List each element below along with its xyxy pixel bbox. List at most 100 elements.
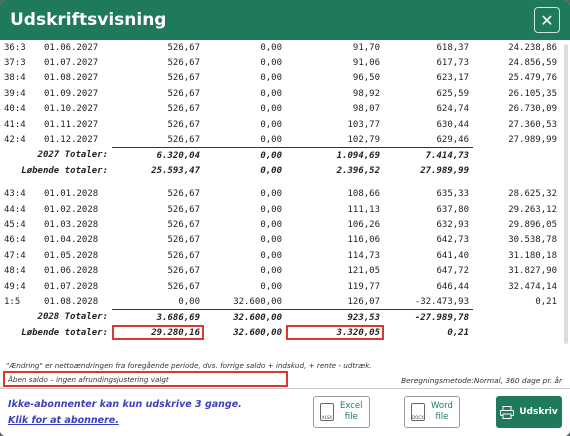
table-cell: 526,67	[167, 73, 200, 84]
table-cell: 0,00	[260, 104, 282, 115]
table-cell: 119,77	[347, 281, 380, 292]
totals-cell: 27.989,99	[420, 165, 469, 176]
table-cell: 98,92	[352, 88, 380, 99]
report-body: 36:3 01.06.2027 526,67 0,00 91,70 618,37 24.23…	[0, 40, 570, 390]
table-cell: 526,67	[167, 281, 200, 292]
table-row: 49:4 01.07.2028 526,67 0,00 119,77 646,44 32.4…	[0, 279, 561, 294]
table-cell: 01.07.2028	[44, 281, 99, 292]
table-cell: 526,67	[167, 219, 200, 230]
scrollbar[interactable]	[564, 44, 568, 344]
word-export-button[interactable]: DOCX Word file	[404, 396, 460, 428]
table-cell: 526,67	[167, 204, 200, 215]
table-cell: 526,67	[167, 250, 200, 261]
excel-export-button[interactable]: XLSX Excel file	[313, 396, 370, 428]
table-cell: 98,07	[352, 104, 380, 115]
totals-cell: -27.989,78	[384, 309, 473, 326]
table-cell: 01.10.2027	[44, 104, 99, 115]
open-balance-note: Åben saldo – ingen afrundingsjustering v…	[3, 371, 288, 387]
table-cell: 637,80	[436, 204, 469, 215]
table-cell: 526,67	[167, 266, 200, 277]
table-row: 48:4 01.06.2028 526,67 0,00 121,05 647,72 31.8…	[0, 263, 561, 278]
table-cell: 31.827,90	[508, 266, 557, 277]
table-row: 47:4 01.05.2028 526,67 0,00 114,73 641,40 31.1…	[0, 248, 561, 263]
table-cell: 01.08.2027	[44, 73, 99, 84]
table-cell: 01.01.2028	[44, 189, 99, 200]
excel-label: Excel	[340, 401, 363, 411]
table-cell: 01.02.2028	[44, 204, 99, 215]
close-button[interactable]: ✕	[534, 7, 560, 33]
table-row: 40:4 01.10.2027 526,67 0,00 98,07 624,74 26.73…	[0, 102, 561, 117]
table-cell: 121,05	[347, 266, 380, 277]
totals-row: 2027 Totaler: 6.320,04 0,00 1.094,69 7.414,7…	[0, 147, 561, 164]
table-cell: 0,00	[260, 219, 282, 230]
table-cell: 624,74	[436, 104, 469, 115]
subscribe-link[interactable]: Klik for at abonnere.	[8, 415, 119, 426]
totals-cell: 25.593,47	[151, 165, 200, 176]
table-cell: 106,26	[347, 219, 380, 230]
table-cell: 30.538,78	[508, 235, 557, 246]
totals-cell: 32.600,00	[204, 309, 286, 326]
table-cell: 0,00	[260, 58, 282, 69]
totals-cell: 0,21	[447, 327, 469, 338]
footnote: "Ændring" er nettoændringen fra foregåen…	[6, 361, 372, 370]
table-cell: 91,06	[352, 58, 380, 69]
table-cell: 618,37	[436, 42, 469, 53]
table-cell: 01.06.2027	[44, 42, 99, 53]
table-cell: 24.238,86	[508, 42, 557, 53]
table-cell: 47:4	[4, 250, 26, 261]
table-cell: 40:4	[4, 104, 26, 115]
print-button[interactable]: Udskriv	[496, 396, 562, 428]
totals-cell: 0,00	[260, 165, 282, 176]
table-row: 37:3 01.07.2027 526,67 0,00 91,06 617,73 24.85…	[0, 55, 561, 70]
dialog-header: Udskriftsvisning ✕	[0, 0, 570, 40]
totals-cell: 923,53	[286, 309, 384, 326]
table-cell: 0,00	[260, 134, 282, 145]
table-cell: 1:5	[4, 296, 21, 307]
table-cell: 28.625,32	[508, 189, 557, 200]
table-cell: 0,00	[260, 189, 282, 200]
table-cell: 526,67	[167, 42, 200, 53]
table-cell: 43:4	[4, 189, 26, 200]
table-row: 43:4 01.01.2028 526,67 0,00 108,66 635,33 28.6…	[0, 187, 561, 202]
table-cell: 44:4	[4, 204, 26, 215]
totals-label: Løbende totaler:	[21, 327, 108, 338]
table-cell: 01.05.2028	[44, 250, 99, 261]
table-cell: 01.03.2028	[44, 219, 99, 230]
table-cell: 48:4	[4, 266, 26, 277]
table-cell: 526,67	[167, 58, 200, 69]
totals-row: 2028 Totaler: 3.686,69 32.600,00 923,53 -27.…	[0, 309, 561, 326]
table-cell: 108,66	[347, 189, 380, 200]
totals-label: 2027 Totaler:	[37, 150, 108, 161]
totals-cell: 32.600,00	[233, 327, 282, 338]
table-cell: 0,00	[260, 42, 282, 53]
table-cell: 641,40	[436, 250, 469, 261]
table-cell: 526,67	[167, 235, 200, 246]
table-cell: 29.263,12	[508, 204, 557, 215]
totals-cell: 3.320,05	[286, 325, 384, 341]
table-cell: 623,17	[436, 73, 469, 84]
table-cell: 32.600,00	[233, 296, 282, 307]
table-cell: 36:3	[4, 42, 26, 53]
totals-cell: 0,00	[204, 147, 286, 164]
word-label: Word	[431, 401, 453, 411]
table-row: 44:4 01.02.2028 526,67 0,00 111,13 637,80 29.2…	[0, 202, 561, 217]
table-cell: 0,00	[260, 250, 282, 261]
table-row: 42:4 01.12.2027 526,67 0,00 102,79 629,46 27.9…	[0, 132, 561, 147]
table-cell: 27.360,53	[508, 119, 557, 130]
table-cell: 01.07.2027	[44, 58, 99, 69]
table-cell: 617,73	[436, 58, 469, 69]
table-cell: 526,67	[167, 189, 200, 200]
table-row: 46:4 01.04.2028 526,67 0,00 116,06 642,73 30.5…	[0, 233, 561, 248]
table-cell: 0,00	[260, 119, 282, 130]
table-cell: 102,79	[347, 134, 380, 145]
printer-icon	[500, 405, 515, 419]
table-cell: 625,59	[436, 88, 469, 99]
totals-label: 2028 Totaler:	[37, 312, 108, 323]
table-cell: 29.896,05	[508, 219, 557, 230]
table-row: 36:3 01.06.2027 526,67 0,00 91,70 618,37 24.23…	[0, 40, 561, 55]
table-cell: 526,67	[167, 119, 200, 130]
print-label: Udskriv	[519, 407, 558, 417]
table-cell: 45:4	[4, 219, 26, 230]
table-cell: 647,72	[436, 266, 469, 277]
